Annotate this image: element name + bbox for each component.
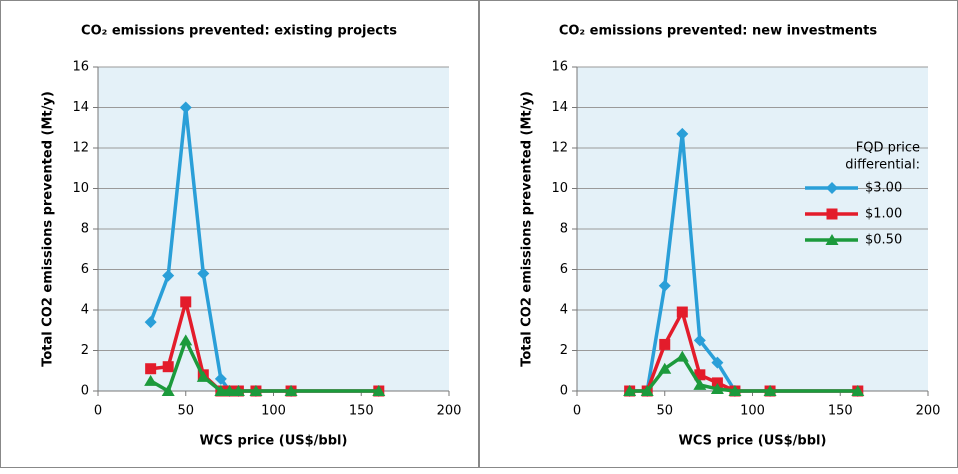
x-tick-label: 150 [828, 404, 853, 419]
marker [162, 269, 175, 282]
marker [711, 377, 723, 389]
marker [372, 385, 386, 396]
y-tick-label: 16 [72, 60, 89, 75]
marker [676, 306, 688, 318]
x-tick-label: 100 [740, 404, 765, 419]
y-tick-label: 8 [81, 222, 89, 237]
marker [223, 385, 237, 396]
marker [728, 385, 742, 396]
legend-marker [826, 208, 838, 220]
marker [851, 385, 865, 396]
marker [658, 279, 671, 292]
chart-title: CO₂ emissions prevented: new investments [559, 24, 878, 39]
marker [196, 370, 210, 382]
y-tick-label: 8 [560, 222, 568, 237]
y-tick-label: 14 [551, 100, 568, 115]
y-tick-label: 10 [72, 181, 89, 196]
x-tick-label: 0 [573, 404, 581, 419]
marker [231, 385, 245, 396]
marker [659, 338, 671, 350]
y-axis-title: Total CO2 emissions prevented (Mt/y) [41, 91, 56, 367]
marker [214, 385, 228, 396]
legend-marker [826, 182, 838, 194]
chart-title: CO₂ emissions prevented: existing projec… [81, 24, 397, 39]
marker [144, 316, 157, 329]
y-tick-label: 2 [560, 343, 568, 358]
x-tick-label: 100 [261, 404, 286, 419]
marker [658, 362, 672, 374]
marker [693, 334, 706, 347]
y-axis-title: Total CO2 emissions prevented (Mt/y) [520, 91, 535, 367]
x-tick-label: 50 [656, 404, 673, 419]
marker [284, 385, 298, 396]
y-tick-label: 6 [560, 262, 568, 277]
legend-title: FQD price [856, 141, 920, 156]
x-tick-label: 200 [437, 404, 462, 419]
y-tick-label: 0 [560, 384, 568, 399]
y-tick-label: 4 [81, 303, 89, 318]
y-tick-label: 4 [560, 303, 568, 318]
marker [676, 127, 689, 140]
y-tick-label: 6 [81, 262, 89, 277]
x-tick-label: 200 [916, 404, 941, 419]
y-tick-label: 0 [81, 384, 89, 399]
marker [710, 382, 724, 394]
marker [675, 350, 689, 362]
marker [162, 361, 174, 373]
marker [144, 374, 158, 386]
x-tick-label: 0 [94, 404, 102, 419]
marker [180, 296, 192, 308]
y-tick-label: 12 [551, 141, 568, 156]
marker [694, 369, 706, 381]
legend-marker [825, 234, 839, 245]
y-tick-label: 16 [551, 60, 568, 75]
y-tick-label: 12 [72, 141, 89, 156]
y-tick-label: 14 [72, 100, 89, 115]
x-axis-title: WCS price (US$/bbl) [679, 434, 827, 449]
x-tick-label: 150 [349, 404, 374, 419]
marker [693, 378, 707, 390]
marker [623, 385, 637, 396]
legend-label: $3.00 [865, 181, 902, 196]
x-axis-title: WCS price (US$/bbl) [200, 434, 348, 449]
marker [214, 372, 227, 385]
marker [179, 101, 192, 114]
y-tick-label: 10 [551, 181, 568, 196]
marker [197, 267, 210, 280]
series-line [149, 338, 379, 393]
marker [145, 363, 157, 375]
marker [161, 385, 175, 396]
y-tick-label: 2 [81, 343, 89, 358]
marker [640, 385, 654, 396]
legend-title: differential: [845, 158, 920, 173]
marker [249, 385, 263, 396]
x-tick-label: 50 [177, 404, 194, 419]
marker [179, 334, 193, 346]
marker [711, 356, 724, 369]
marker [763, 385, 777, 396]
legend-label: $1.00 [865, 207, 902, 222]
legend-label: $0.50 [865, 233, 902, 248]
